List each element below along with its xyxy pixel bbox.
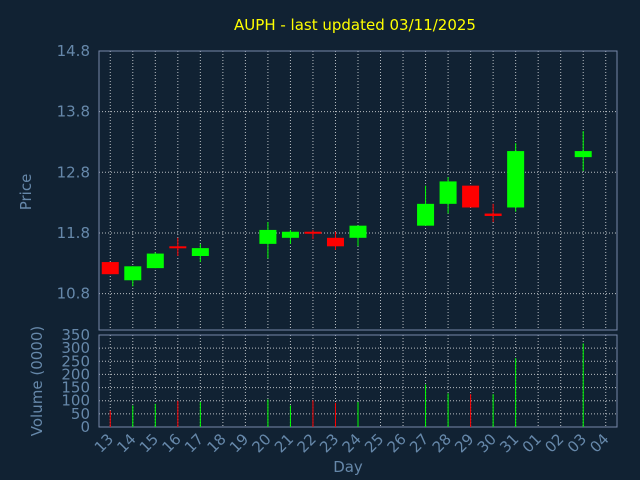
candle-body [484, 213, 502, 216]
candle-body [191, 248, 209, 257]
volume-tick-label: 350 [61, 326, 90, 344]
candle [326, 231, 344, 250]
candle [146, 252, 164, 269]
volume-axis-label: Volume (0000) [28, 326, 46, 436]
candle [124, 266, 142, 287]
candle [462, 185, 480, 208]
volume-tick-label: 250 [61, 352, 90, 370]
day-axis-label: Day [333, 458, 363, 476]
candle-body [101, 262, 119, 275]
volume-tick-label: 50 [71, 405, 90, 423]
price-tick-label: 13.8 [57, 103, 90, 121]
candle-body [507, 151, 525, 208]
day-tick-label: 04 [586, 430, 612, 456]
price-tick-label: 10.8 [57, 285, 90, 303]
candle [191, 243, 209, 263]
volume-tick-label: 0 [80, 418, 90, 436]
candle [507, 143, 525, 212]
candle-body [146, 253, 164, 269]
candle-body [169, 246, 187, 249]
candle-body [462, 185, 480, 208]
candle [349, 225, 367, 247]
candle-body [417, 203, 435, 226]
price-tick-label: 14.8 [57, 42, 90, 60]
candle [574, 131, 592, 172]
price-panel: 10.8 11.8 12.8 13.8 14.8 [57, 42, 618, 331]
candle-body [281, 231, 299, 238]
volume-tick-label: 200 [61, 365, 90, 383]
candle-body [259, 229, 277, 244]
chart-title: AUPH - last updated 03/11/2025 [234, 16, 476, 34]
candle [259, 222, 277, 259]
volume-tick-label: 300 [61, 339, 90, 357]
volume-panel: 0501001502002503003501314151617181920212… [61, 326, 618, 456]
candle [101, 262, 119, 275]
volume-tick-label: 100 [61, 392, 90, 410]
price-plot-frame [98, 50, 618, 331]
candle-body [326, 237, 344, 247]
candle-body [439, 181, 457, 204]
candle-body [349, 225, 367, 238]
candle [304, 229, 322, 240]
candle [169, 237, 187, 257]
price-tick-label: 11.8 [57, 224, 90, 242]
candle [439, 177, 457, 214]
candle-body [304, 231, 322, 234]
volume-tick-label: 150 [61, 379, 90, 397]
candle-body [124, 266, 142, 281]
candle [484, 203, 502, 223]
price-axis-label: Price [17, 174, 35, 211]
price-tick-label: 12.8 [57, 163, 90, 181]
candle-body [574, 151, 592, 158]
candle [281, 229, 299, 244]
candle [417, 185, 435, 226]
